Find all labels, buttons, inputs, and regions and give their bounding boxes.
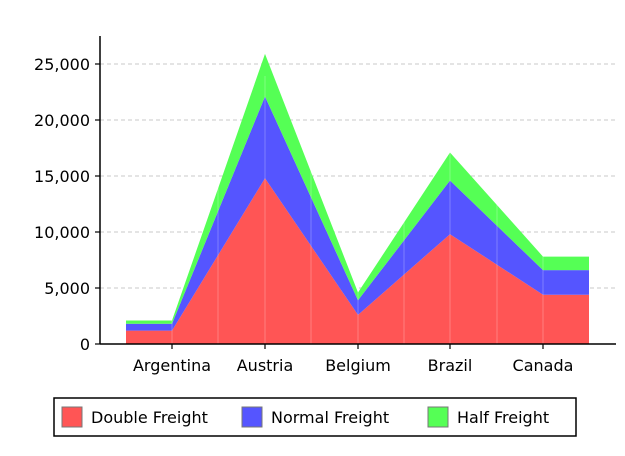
area-half-freight — [126, 53, 589, 324]
legend: Double Freight Normal Freight Half Freight — [53, 397, 577, 437]
y-tick-label: 15,000 — [34, 167, 90, 186]
areas — [126, 53, 589, 344]
legend-label: Half Freight — [457, 408, 549, 427]
y-tick-label: 0 — [80, 335, 90, 354]
legend-swatch — [427, 406, 449, 428]
x-tick-label: Canada — [513, 356, 574, 375]
legend-label: Double Freight — [91, 408, 208, 427]
y-tick-label: 20,000 — [34, 111, 90, 130]
x-tick-label: Argentina — [133, 356, 211, 375]
x-tick-label: Belgium — [325, 356, 391, 375]
legend-swatch — [241, 406, 263, 428]
area-normal-freight — [126, 96, 589, 331]
category-lines — [171, 76, 544, 344]
y-tick-label: 10,000 — [34, 223, 90, 242]
legend-label: Normal Freight — [271, 408, 389, 427]
legend-box — [53, 397, 577, 437]
x-tick-label: Brazil — [428, 356, 473, 375]
legend-swatch — [61, 406, 83, 428]
y-ticks: 0 5,000 10,000 15,000 20,000 25,000 — [34, 55, 100, 354]
x-tick-label: Austria — [237, 356, 294, 375]
y-tick-label: 5,000 — [44, 279, 90, 298]
area-double-freight — [126, 178, 589, 344]
x-ticks: Argentina Austria Belgium Brazil Canada — [133, 344, 573, 375]
y-tick-label: 25,000 — [34, 55, 90, 74]
